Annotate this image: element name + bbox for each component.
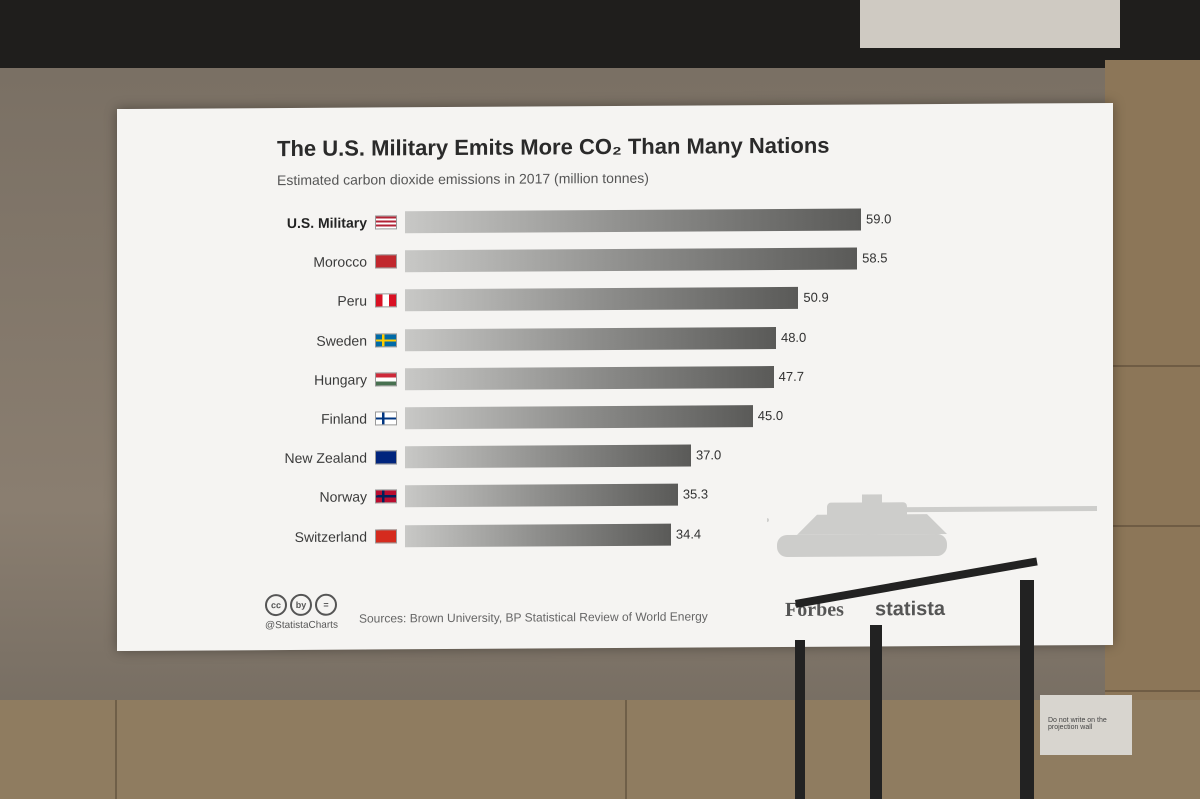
cc-icon: cc xyxy=(265,594,287,617)
value-label: 34.4 xyxy=(675,526,702,542)
bar xyxy=(405,365,774,391)
attribution-icon: by xyxy=(290,593,312,616)
license-icons: cc by = xyxy=(265,593,340,617)
tank-illustration-icon xyxy=(767,494,1097,557)
value-label: 58.5 xyxy=(862,250,888,266)
peru-flag-icon xyxy=(375,293,397,308)
statista-logo: statista xyxy=(875,597,946,621)
value-label: 35.3 xyxy=(682,486,709,502)
morocco-flag-icon xyxy=(375,254,397,269)
bar xyxy=(405,247,858,273)
finland-flag-icon xyxy=(375,411,397,426)
category-label: Sweden xyxy=(316,332,367,349)
category-label: Hungary xyxy=(314,371,367,388)
norway-flag-icon xyxy=(375,489,397,504)
bar xyxy=(405,484,678,508)
sign-text: Do not write on the projection wall xyxy=(1048,717,1107,731)
us-flag-icon xyxy=(375,215,397,230)
category-label: Finland xyxy=(321,410,367,427)
wall-right-panel xyxy=(1105,60,1200,799)
hungary-flag-icon xyxy=(375,372,397,387)
railing-post-right xyxy=(1020,580,1034,799)
railing-post-mid xyxy=(870,625,882,799)
category-label: U.S. Military xyxy=(286,214,367,232)
statista-handle: @StatistaCharts xyxy=(265,619,338,632)
bar xyxy=(405,326,776,351)
value-label: 59.0 xyxy=(866,211,892,227)
projection-screen: The U.S. Military Emits More CO₂ Than Ma… xyxy=(117,102,1113,652)
bar xyxy=(405,208,861,234)
value-label: 50.9 xyxy=(803,290,829,306)
sweden-flag-icon xyxy=(375,332,397,348)
category-label: Switzerland xyxy=(294,528,367,545)
bar xyxy=(405,523,671,547)
ceiling-fixture xyxy=(860,0,1120,48)
category-label: Morocco xyxy=(313,253,367,271)
new-zealand-flag-icon xyxy=(375,450,397,465)
category-label: Peru xyxy=(337,292,367,310)
railing-post-left xyxy=(795,640,805,799)
value-label: 48.0 xyxy=(780,329,807,345)
value-label: 45.0 xyxy=(757,407,784,424)
wall-sign: Do not write on the projection wall xyxy=(1040,695,1132,755)
no-derivatives-icon: = xyxy=(315,593,337,616)
bar xyxy=(405,405,753,430)
sources-note: Sources: Brown University, BP Statistica… xyxy=(359,609,708,626)
value-label: 37.0 xyxy=(695,447,722,463)
category-label: New Zealand xyxy=(284,449,368,467)
category-label: Norway xyxy=(319,488,367,506)
value-label: 47.7 xyxy=(778,368,804,384)
switzerland-flag-icon xyxy=(375,528,397,544)
bar xyxy=(405,444,691,469)
bar xyxy=(405,287,799,312)
wall-panels xyxy=(0,700,1200,799)
